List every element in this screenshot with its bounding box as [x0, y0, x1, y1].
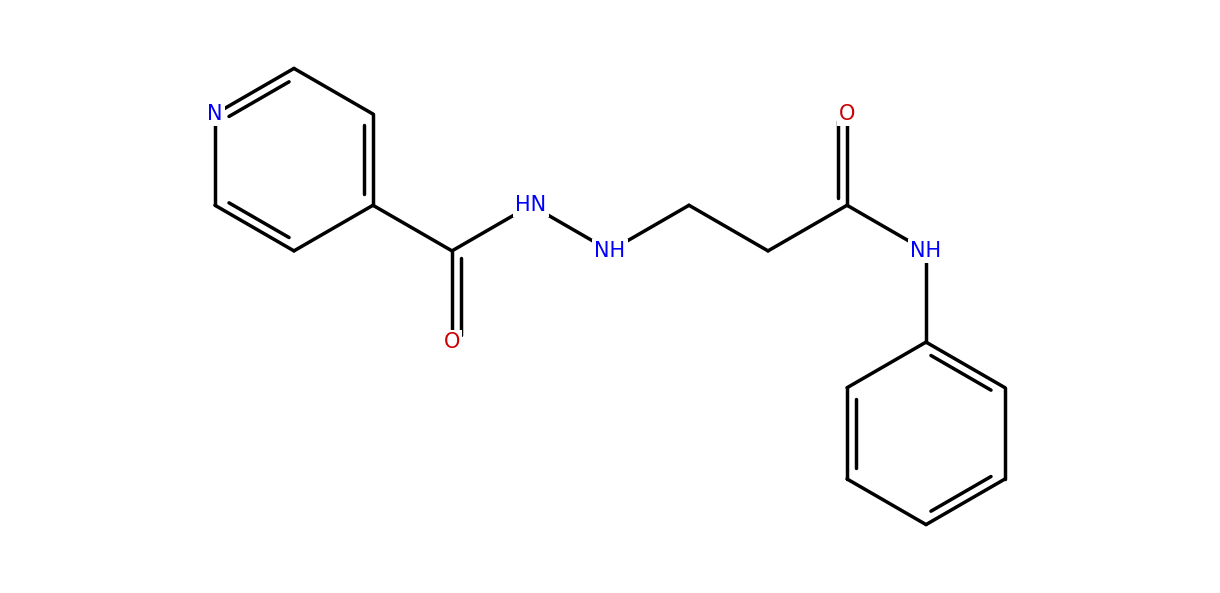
Text: O: O [444, 332, 460, 352]
Text: HN: HN [515, 195, 547, 215]
Text: NH: NH [910, 241, 942, 261]
Text: N: N [207, 104, 223, 124]
Text: O: O [839, 104, 855, 124]
Text: NH: NH [594, 241, 626, 261]
